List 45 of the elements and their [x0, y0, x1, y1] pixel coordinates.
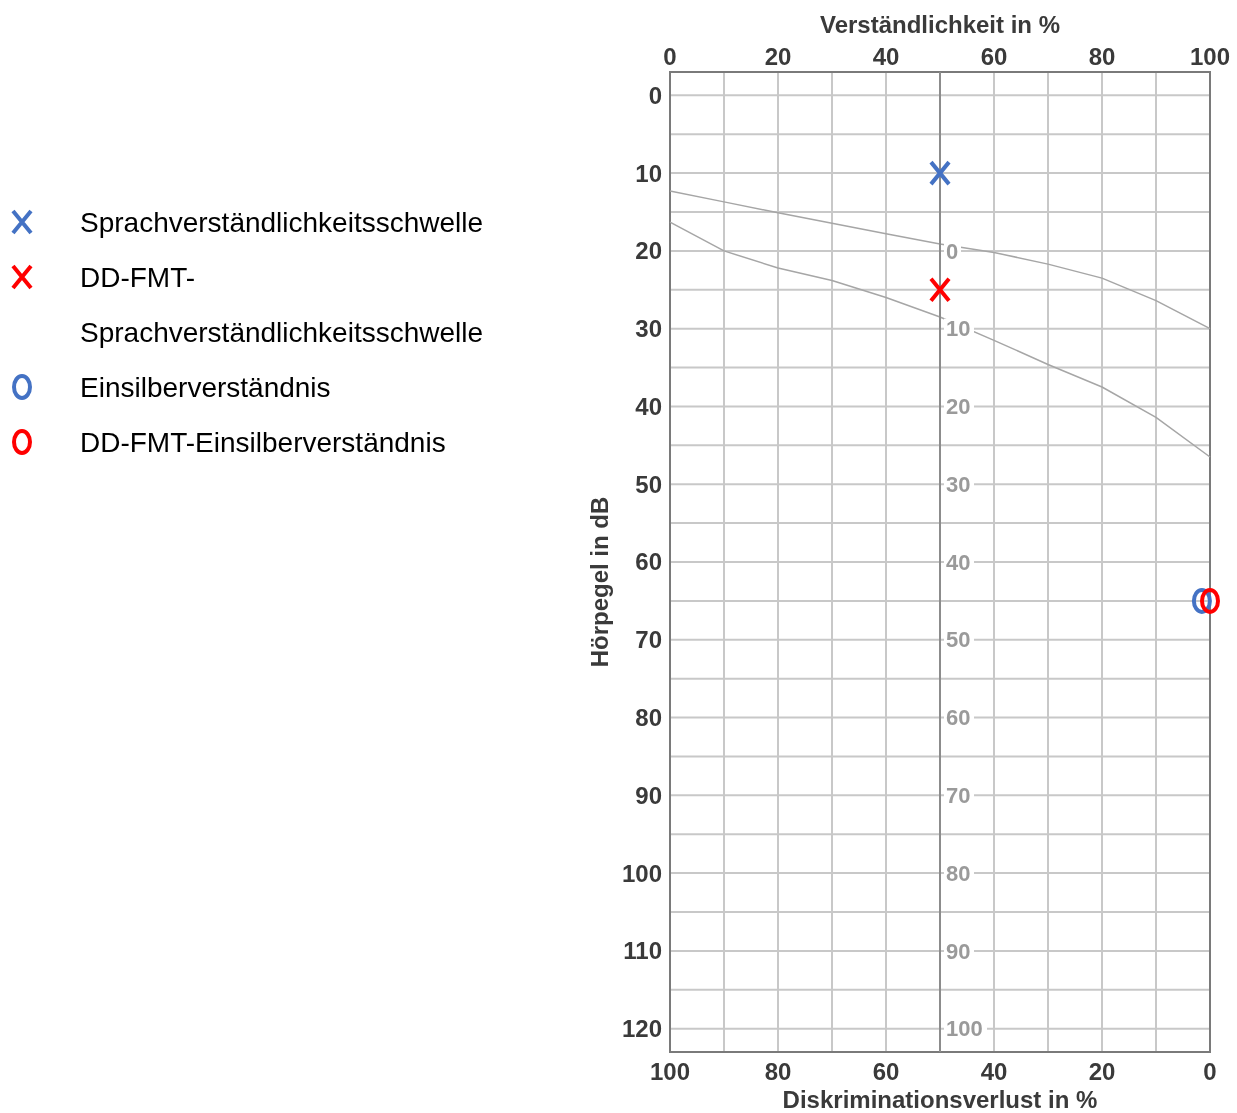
y-tick-label: 0 — [648, 81, 662, 109]
y2-tick-label: 70 — [946, 783, 971, 809]
y-tick-label: 120 — [621, 1015, 662, 1043]
legend-label: DD-FMT-Einsilberverständnis — [80, 426, 446, 458]
y2-tick-label: 80 — [946, 860, 971, 886]
x2-axis-title: Verständlichkeit in % — [819, 11, 1061, 38]
y-tick-label: 40 — [635, 392, 662, 420]
y-tick-label: 30 — [635, 315, 662, 343]
x-tick-label: 80 — [764, 1058, 792, 1085]
legend-label: Einsilberverständnis — [80, 371, 331, 403]
point — [1200, 587, 1220, 614]
y2-tick-label: 20 — [946, 394, 971, 420]
legend-label: DD-FMT-Sprachverständlichkeitsschwelle — [80, 261, 484, 348]
x-axis-title: Diskriminationsverlust in % — [782, 1086, 1098, 1113]
legend-label: Sprachverständlichkeitsschwelle — [80, 206, 484, 238]
y2-tick-label: 50 — [946, 627, 971, 653]
x2-tick-label: 40 — [872, 43, 900, 70]
y-tick-label: 60 — [635, 548, 662, 576]
x-tick-label: 60 — [872, 1058, 900, 1085]
y2-tick-label: 30 — [946, 471, 971, 497]
y2-tick-label: 0 — [946, 238, 959, 264]
x-tick-label: 20 — [1088, 1058, 1116, 1085]
y-tick-label: 80 — [635, 703, 662, 731]
x2-tick-label: 20 — [764, 43, 792, 70]
point — [929, 160, 951, 187]
line-series — [669, 221, 1211, 458]
y-tick-label: 70 — [635, 626, 662, 654]
y2-tick-label: 90 — [946, 938, 971, 964]
y-tick-label: 90 — [635, 781, 662, 809]
y2-tick-label: 10 — [946, 316, 971, 342]
y2-tick-label: 100 — [946, 1016, 983, 1042]
y-tick-label: 110 — [623, 937, 662, 965]
x-tick-label: 40 — [980, 1058, 1008, 1085]
y-tick-label: 20 — [635, 237, 662, 265]
y2-tick-label: 60 — [946, 705, 971, 731]
y-tick-label: 100 — [621, 859, 662, 887]
x2-tick-label: 80 — [1088, 43, 1116, 70]
x2-tick-label: 60 — [980, 43, 1008, 70]
x-tick-label: 0 — [1203, 1058, 1217, 1085]
point — [929, 276, 951, 303]
y-axis-title: Hörpegel in dB — [586, 496, 613, 668]
y-tick-label: 10 — [635, 159, 662, 187]
y2-tick-label: 40 — [946, 549, 971, 575]
x2-tick-label: 100 — [1189, 43, 1231, 70]
y-tick-label: 50 — [635, 470, 662, 498]
